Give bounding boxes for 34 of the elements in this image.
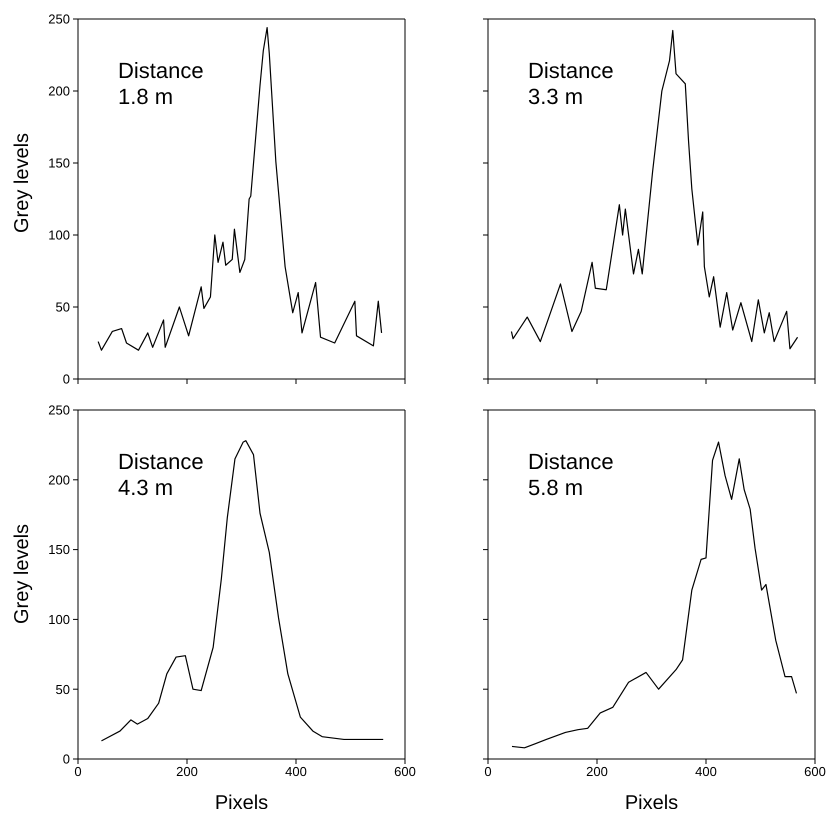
y-tick-label: 250	[48, 402, 70, 418]
annotation: 5.8 m	[528, 475, 584, 501]
annotation: 3.3 m	[528, 84, 584, 110]
y-tick-label: 200	[48, 84, 70, 99]
y-tick-label: 0	[62, 752, 70, 767]
annotation: Distance	[528, 58, 614, 84]
y-tick-label: 100	[48, 612, 70, 628]
x-axis-title: Pixels	[214, 792, 268, 814]
annotation: Distance	[118, 58, 204, 84]
x-tick-label: 200	[586, 764, 608, 780]
annotation: 4.3 m	[118, 475, 174, 501]
y-tick-label: 100	[48, 228, 70, 243]
annotation: Distance	[528, 449, 614, 475]
y-tick-label: 50	[56, 682, 70, 697]
x-tick-label: 600	[394, 764, 416, 780]
x-axis-title: Pixels	[624, 792, 678, 814]
x-tick-label: 0	[74, 764, 82, 780]
x-tick-label: 600	[804, 764, 826, 780]
y-tick-label: 150	[48, 542, 70, 558]
annotation: 1.8 m	[118, 84, 174, 110]
line-series	[100, 440, 384, 742]
annotation: Distance	[118, 449, 204, 475]
x-tick-label: 200	[176, 764, 198, 780]
y-tick-label: 200	[48, 472, 70, 488]
y-axis-title: Grey levels	[10, 522, 34, 626]
y-tick-label: 0	[62, 372, 70, 387]
x-tick-label: 400	[285, 764, 307, 780]
line-series	[98, 27, 382, 351]
y-tick-label: 150	[48, 156, 70, 171]
y-axis-title: Grey levels	[10, 132, 34, 236]
x-tick-label: 0	[484, 764, 492, 780]
x-tick-label: 400	[695, 764, 717, 780]
y-tick-label: 50	[56, 300, 70, 315]
y-tick-label: 250	[48, 12, 70, 27]
